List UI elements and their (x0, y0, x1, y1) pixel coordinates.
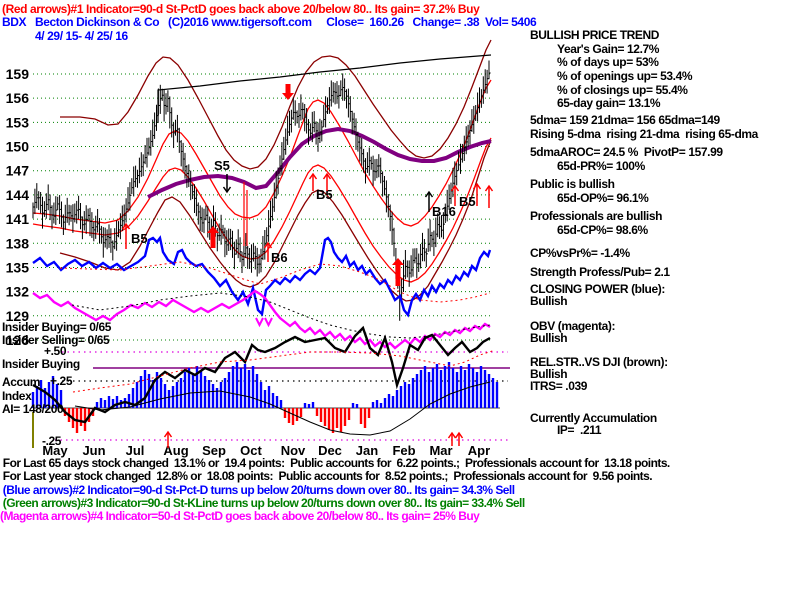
stat-line: Rising 5-dma rising 21-dma rising 65-dma (530, 127, 758, 141)
stat-line: Bullish (530, 294, 568, 308)
svg-text:B5: B5 (316, 187, 333, 202)
stat-line: Currently Accumulation (530, 411, 657, 425)
svg-text:135: 135 (6, 259, 30, 275)
stat-line: % of openings up= 53.4% (557, 69, 693, 83)
svg-text:Dec: Dec (318, 443, 342, 458)
stat-line: CP%vsPr%= -1.4% (530, 246, 630, 260)
svg-text:129: 129 (6, 308, 30, 324)
svg-text:S5: S5 (214, 158, 230, 173)
svg-text:Apr: Apr (468, 443, 490, 458)
index-word: Index (2, 389, 32, 403)
stat-line: 65d-PR%= 100% (557, 159, 645, 173)
accum-index-heading: Insider Buying (2, 357, 80, 371)
svg-text:156: 156 (6, 90, 30, 106)
accum-word: Accum (2, 375, 41, 389)
stat-line: Professionals are bullish (530, 209, 663, 223)
svg-text:B5: B5 (459, 194, 476, 209)
svg-text:Jul: Jul (126, 443, 145, 458)
svg-text:159: 159 (6, 66, 30, 82)
stat-line: OBV (magenta): (530, 319, 616, 333)
stat-line: 5dmaAROC= 24.5 % PivotP= 157.99 (530, 145, 723, 159)
stat-line: Public is bullish (530, 177, 615, 191)
signal1-header-line: (Red arrows)#1 Indicator=90-d St-PctD go… (2, 2, 480, 16)
stat-line: IP= .211 (557, 423, 602, 437)
svg-text:Jun: Jun (82, 443, 105, 458)
ai-value-label: AI= 148/200 (2, 402, 64, 416)
stat-line: % of closings up= 55.4% (557, 83, 688, 97)
signal-line: For Last 65 days stock changed 13.1% or … (0, 456, 671, 470)
stat-line: Bullish (530, 367, 568, 381)
stat-line: 65-day gain= 13.1% (557, 96, 661, 110)
stat-line: 65d-OP%= 96.1% (557, 191, 649, 205)
svg-text:May: May (42, 443, 68, 458)
stat-line: Bullish (530, 331, 568, 345)
svg-text:144: 144 (6, 187, 30, 203)
svg-text:Aug: Aug (163, 443, 188, 458)
stat-line: 5dma= 159 21dma= 156 65dma=149 (530, 113, 720, 127)
svg-text:147: 147 (6, 163, 30, 179)
svg-text:Mar: Mar (429, 443, 452, 458)
stat-line: Year's Gain= 12.7% (557, 42, 660, 56)
svg-text:B6: B6 (271, 250, 288, 265)
svg-text:B16: B16 (432, 204, 456, 219)
svg-text:141: 141 (6, 211, 30, 227)
date-range-label: 4/ 29/ 15- 4/ 25/ 16 (35, 29, 128, 43)
svg-text:Sep: Sep (202, 443, 226, 458)
svg-text:126: 126 (6, 332, 30, 348)
stat-line: BULLISH PRICE TREND (530, 28, 660, 42)
signal-line: For Last year stock changed 12.8% or 18.… (0, 469, 653, 483)
level-plus-50-label: +.50 (44, 344, 67, 358)
stat-line: CLOSING POWER (blue): (530, 282, 665, 296)
insider-buying-count: Insider Buying= 0/65 (2, 320, 112, 334)
svg-text:B5: B5 (131, 231, 148, 246)
ticker-title-line: BDX Becton Dickinson & Co (C)2016 www.ti… (2, 15, 537, 29)
stat-line: REL.STR..VS DJI (brown): (530, 355, 668, 369)
stat-line: Strength Profess/Pub= 2.1 (530, 265, 670, 279)
signal-line: (Blue arrows)#2 Indicator=90-d St-Pct-D … (0, 483, 515, 497)
level-minus-25-label: -.25 (42, 434, 62, 448)
insider-selling-count: Insider Selling= 0/65 (2, 333, 110, 347)
level-plus-25-label: +.25 (50, 374, 73, 388)
svg-text:132: 132 (6, 284, 30, 300)
svg-text:153: 153 (6, 114, 30, 130)
svg-text:Feb: Feb (392, 443, 415, 458)
stat-line: % of days up= 53% (557, 55, 659, 69)
svg-text:Oct: Oct (240, 443, 262, 458)
svg-text:Jan: Jan (356, 443, 378, 458)
signal-line: (Green arrows)#3 Indicator=90-d St-KLine… (0, 496, 525, 510)
stat-line: ITRS= .039 (530, 379, 588, 393)
signal-line: (Magenta arrows)#4 Indicator=50-d St-Pct… (0, 509, 480, 523)
svg-text:150: 150 (6, 139, 30, 155)
stat-line: 65d-CP%= 98.6% (557, 223, 648, 237)
svg-text:138: 138 (6, 235, 30, 251)
svg-text:Nov: Nov (281, 443, 306, 458)
